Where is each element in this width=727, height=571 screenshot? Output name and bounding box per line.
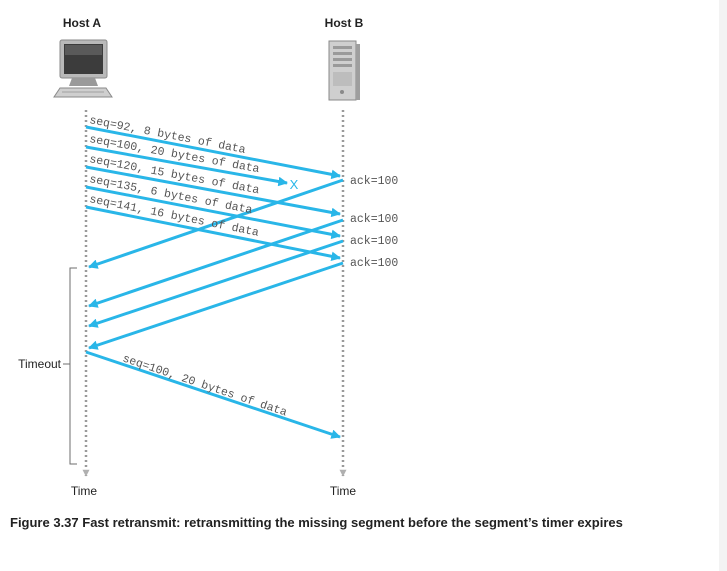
desktop-computer-icon	[53, 39, 113, 98]
segment-arrow-1	[85, 125, 341, 180]
ack-arrow-2	[88, 218, 344, 308]
figure-caption: Figure 3.37 Fast retransmit: retransmitt…	[10, 515, 623, 530]
segment-arrow-4	[85, 185, 341, 240]
ack-arrow-1	[88, 178, 344, 269]
ack-arrow-4	[88, 261, 344, 350]
ack-label-3: ack=100	[350, 235, 398, 248]
page-right-edge	[719, 0, 727, 571]
retransmission-label: seq=100, 20 bytes of data	[121, 352, 289, 419]
host-a-label: Host A	[63, 16, 102, 30]
loss-marker-icon: X	[290, 177, 299, 192]
ack-label-1: ack=100	[350, 175, 398, 188]
server-tower-icon	[328, 40, 360, 101]
host-b-label: Host B	[325, 16, 364, 30]
ack-arrow-3	[88, 239, 344, 328]
segment-arrow-5	[85, 205, 341, 262]
timeout-label: Timeout	[18, 357, 62, 371]
ack-label-2: ack=100	[350, 213, 398, 226]
timeout-bracket	[63, 267, 77, 465]
segment-arrow-3	[85, 165, 341, 218]
ack-label-4: ack=100	[350, 257, 398, 270]
host-b-time-label: Time	[330, 484, 357, 498]
host-a-time-label: Time	[71, 484, 98, 498]
segment-arrow-2-lost	[85, 145, 288, 187]
retransmission-arrow	[85, 350, 341, 439]
